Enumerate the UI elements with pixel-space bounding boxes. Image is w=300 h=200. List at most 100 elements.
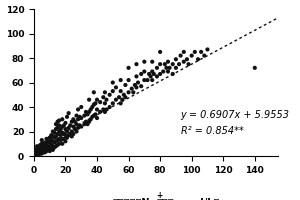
Text: y = 0.6907x + 5.9553: y = 0.6907x + 5.9553 <box>181 110 290 120</box>
Point <box>87 98 92 101</box>
Point <box>35 147 40 150</box>
Point <box>103 110 107 114</box>
Point <box>69 130 74 133</box>
Point <box>36 148 41 151</box>
Point <box>52 146 57 149</box>
Point <box>49 138 54 142</box>
Point <box>36 153 41 156</box>
Point <box>90 115 95 118</box>
Point <box>173 66 178 69</box>
Point <box>93 113 98 116</box>
Point <box>71 132 76 136</box>
Point <box>66 112 71 115</box>
Point <box>64 115 69 118</box>
Point <box>46 148 50 151</box>
Point <box>104 98 109 101</box>
Point <box>79 125 84 128</box>
Point <box>110 102 115 105</box>
Point <box>50 145 55 148</box>
Point <box>85 123 90 126</box>
Point <box>192 50 197 54</box>
Point <box>33 152 38 155</box>
Point <box>94 108 99 111</box>
Point <box>44 142 49 145</box>
Point <box>50 140 55 143</box>
Point <box>44 146 49 149</box>
Text: 实测可溶性Na: 实测可溶性Na <box>112 197 156 200</box>
Point <box>79 116 84 120</box>
Point <box>54 135 58 138</box>
Point <box>177 63 182 66</box>
Point <box>76 108 80 111</box>
Point <box>84 110 88 114</box>
Point <box>142 60 147 63</box>
Point <box>74 123 79 126</box>
Point <box>158 72 163 76</box>
Point <box>129 87 134 90</box>
Point <box>118 102 123 105</box>
Text: R² = 0.854**: R² = 0.854** <box>181 126 244 136</box>
Text: 含量（mmol/L）: 含量（mmol/L） <box>156 197 220 200</box>
Point <box>189 54 194 57</box>
Point <box>69 120 74 123</box>
Point <box>60 142 65 145</box>
Point <box>107 93 112 96</box>
Point <box>77 124 82 127</box>
Point <box>38 143 43 147</box>
Point <box>166 70 170 73</box>
Point <box>46 140 50 143</box>
Point <box>39 146 44 149</box>
Point <box>154 66 159 69</box>
Point <box>170 63 175 66</box>
Point <box>88 118 93 121</box>
Text: +: + <box>156 191 162 200</box>
Point <box>87 120 92 123</box>
Point <box>64 130 69 133</box>
Point <box>35 152 40 155</box>
Point <box>35 153 40 156</box>
Point <box>57 119 62 122</box>
Point <box>117 96 122 99</box>
Point <box>39 138 44 142</box>
Point <box>110 89 115 93</box>
Point <box>107 105 112 109</box>
Point <box>147 72 152 76</box>
Point <box>79 105 84 109</box>
Point <box>47 136 52 139</box>
Point <box>82 123 87 126</box>
Point <box>54 123 58 126</box>
Point <box>202 54 207 57</box>
Point <box>38 150 43 153</box>
Point <box>101 108 106 111</box>
Point <box>44 137 49 140</box>
Point <box>142 78 147 82</box>
Point <box>35 150 40 153</box>
Point <box>36 146 41 149</box>
Point <box>41 147 46 150</box>
Point <box>139 85 144 88</box>
Point <box>139 72 144 76</box>
Point <box>66 126 71 129</box>
Point <box>50 135 55 138</box>
Point <box>71 125 76 128</box>
Point <box>39 152 44 155</box>
Point <box>57 137 62 140</box>
Point <box>101 96 106 99</box>
Point <box>84 120 88 123</box>
Point <box>158 63 163 66</box>
Point <box>55 138 60 142</box>
Point <box>58 127 63 131</box>
Point <box>41 143 46 147</box>
Point <box>71 118 76 121</box>
Point <box>58 134 63 137</box>
Point <box>38 147 43 150</box>
Point <box>158 50 163 54</box>
Point <box>92 103 96 106</box>
Point <box>63 134 68 137</box>
Point <box>61 124 66 127</box>
Point <box>47 146 52 149</box>
Point <box>85 113 90 116</box>
Point <box>126 91 131 94</box>
Point <box>43 148 47 151</box>
Point <box>199 50 203 54</box>
